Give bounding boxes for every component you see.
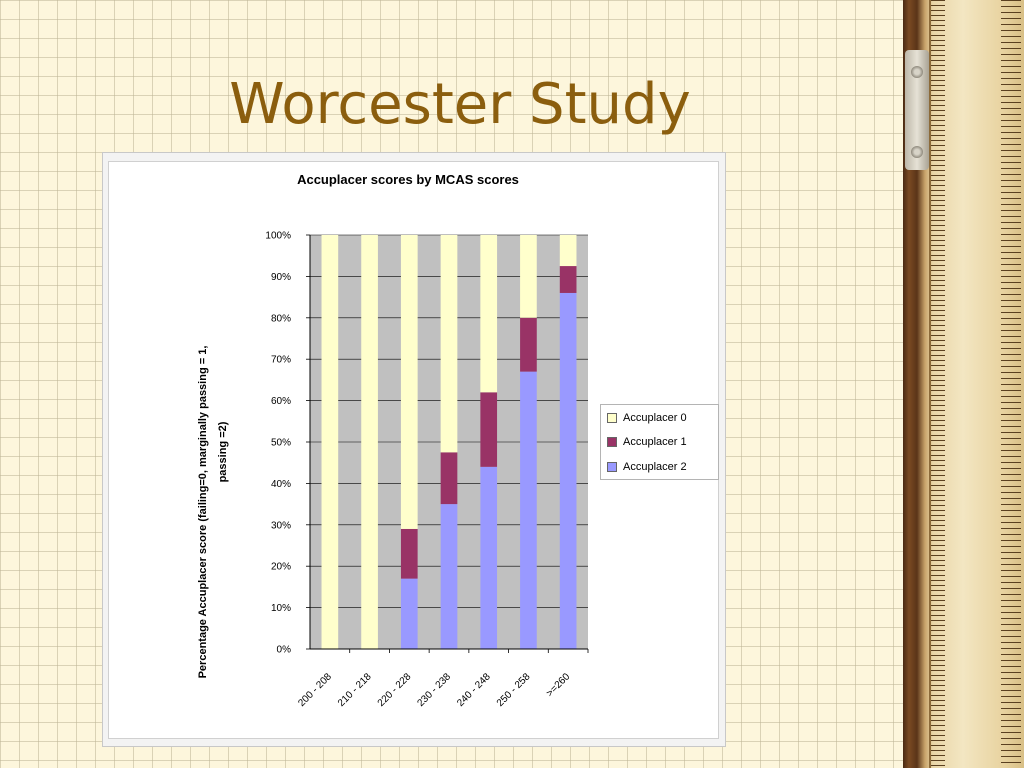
x-tick-label: >=260 bbox=[544, 671, 572, 699]
y-tick-label: 90% bbox=[271, 272, 291, 283]
bar-segment bbox=[559, 235, 577, 267]
ruler-edge bbox=[929, 0, 931, 768]
ruler-ticks-right bbox=[1001, 0, 1021, 768]
y-tick-label: 20% bbox=[271, 562, 291, 573]
bar-segment bbox=[520, 317, 537, 372]
y-tick-label: 30% bbox=[271, 520, 291, 531]
bar-segment bbox=[400, 528, 418, 579]
legend: Accuplacer 0 Accuplacer 1 Accuplacer 2 bbox=[600, 404, 719, 480]
legend-label-accuplacer-2: Accuplacer 2 bbox=[623, 461, 687, 473]
legend-item-accuplacer-1: Accuplacer 1 bbox=[607, 435, 687, 449]
bar-segment bbox=[361, 235, 378, 649]
x-tick-label: 230 - 238 bbox=[415, 671, 453, 709]
y-tick-label: 40% bbox=[271, 479, 291, 490]
y-tick-label: 0% bbox=[277, 645, 292, 656]
bar-segment bbox=[440, 452, 458, 505]
plot-area: 0% 10% 20% 30% 40% 50% 60% 70% 80% 90% 100% 200 - 2… bbox=[265, 231, 589, 709]
legend-label-accuplacer-0: Accuplacer 0 bbox=[623, 412, 687, 424]
x-tick-label: 200 - 208 bbox=[296, 671, 334, 709]
chart-title: Accuplacer scores by MCAS scores bbox=[297, 172, 519, 187]
bar-segment bbox=[321, 235, 339, 649]
bar-segment bbox=[400, 235, 418, 529]
y-tick-label: 10% bbox=[271, 603, 291, 614]
bar-segment bbox=[440, 235, 458, 453]
ruler-screw-top bbox=[911, 66, 923, 78]
bar-segment bbox=[480, 392, 498, 467]
y-axis-label-line-2: passing =2) bbox=[217, 421, 229, 482]
bar-segment bbox=[559, 292, 577, 649]
x-tick-label: 220 - 228 bbox=[376, 671, 414, 709]
legend-label-accuplacer-1: Accuplacer 1 bbox=[623, 436, 687, 448]
bar-segment bbox=[520, 235, 537, 318]
legend-item-accuplacer-0: Accuplacer 0 bbox=[607, 411, 687, 425]
legend-swatch-accuplacer-2 bbox=[607, 462, 617, 472]
ruler-decoration bbox=[903, 0, 1024, 768]
y-tick-label: 60% bbox=[271, 396, 291, 407]
slide-title: Worcester Study bbox=[229, 72, 691, 137]
y-tick-label: 50% bbox=[271, 438, 291, 449]
ruler-ticks-left bbox=[931, 0, 945, 768]
legend-item-accuplacer-2: Accuplacer 2 bbox=[607, 460, 687, 474]
legend-swatch-accuplacer-0 bbox=[607, 413, 617, 423]
y-tick-label: 70% bbox=[271, 355, 291, 366]
x-tick-label: 210 - 218 bbox=[336, 671, 374, 709]
bar-segment bbox=[559, 266, 577, 293]
bar-segment bbox=[440, 504, 458, 649]
ruler-screw-bottom bbox=[911, 146, 923, 158]
y-tick-label: 100% bbox=[265, 231, 291, 242]
x-tick-label: 240 - 248 bbox=[455, 671, 493, 709]
bar-segment bbox=[400, 578, 418, 649]
bar-segment bbox=[480, 466, 498, 649]
y-axis-label-line-1: Percentage Accuplacer score (failing=0, … bbox=[197, 346, 209, 679]
bar-segment bbox=[480, 235, 498, 393]
bar-segment bbox=[520, 371, 537, 649]
y-tick-label: 80% bbox=[271, 313, 291, 324]
legend-swatch-accuplacer-1 bbox=[607, 437, 617, 447]
x-tick-label: 250 - 258 bbox=[495, 671, 533, 709]
